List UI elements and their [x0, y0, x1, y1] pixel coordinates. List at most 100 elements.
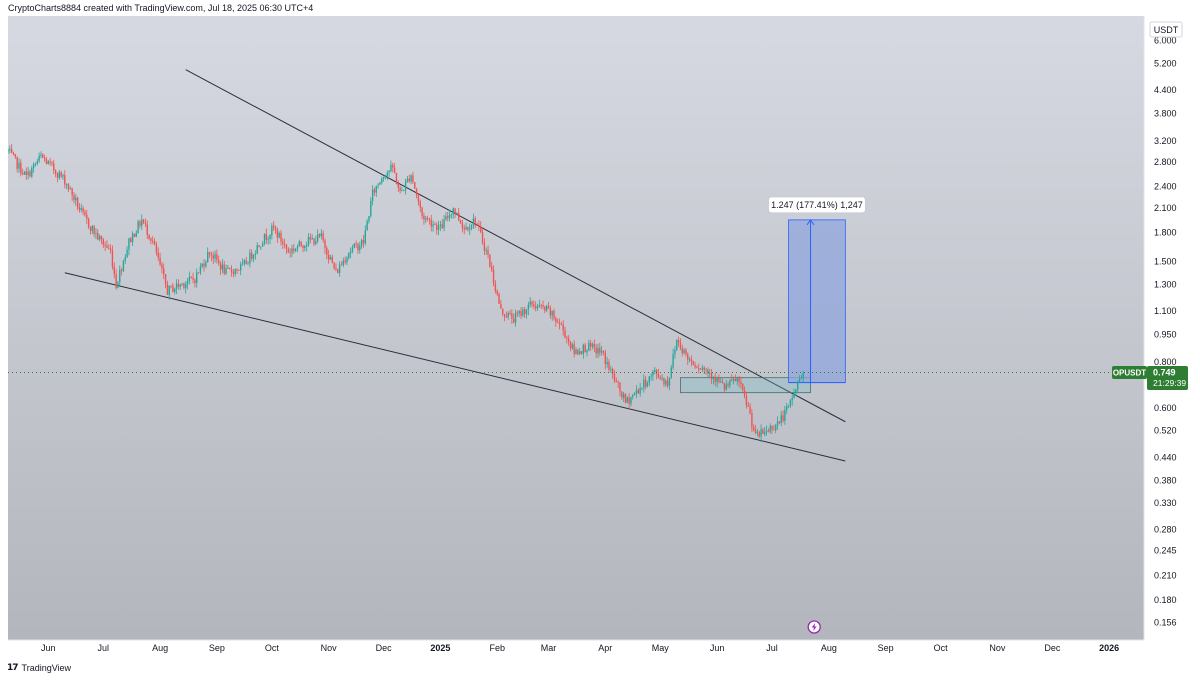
time-tick-label: May — [652, 643, 670, 653]
candle — [148, 234, 150, 241]
candle — [111, 245, 114, 270]
price-axis[interactable] — [1144, 16, 1200, 640]
candle — [95, 228, 97, 240]
candle — [771, 425, 773, 434]
plot-area[interactable] — [7, 69, 1144, 462]
candle — [404, 178, 407, 195]
candle — [274, 225, 277, 234]
candle — [89, 226, 92, 235]
candle — [261, 241, 264, 247]
candle — [505, 311, 508, 318]
drawing-boxes[interactable] — [680, 218, 846, 394]
time-tick-label: Aug — [821, 643, 837, 653]
candle — [432, 220, 434, 232]
candle — [476, 222, 478, 226]
candle — [580, 350, 583, 355]
candle — [688, 356, 691, 363]
candle — [38, 152, 40, 163]
candle — [622, 391, 625, 403]
time-axis-ticks: Jun Jul Aug Sep Oct Nov Dec 2025 Feb Mar Apr May Jun… — [41, 643, 1119, 653]
time-axis[interactable] — [0, 640, 1200, 656]
candle — [558, 318, 561, 330]
candle — [417, 193, 420, 206]
candle — [353, 243, 355, 249]
candle — [120, 267, 123, 276]
candle — [734, 374, 737, 382]
candle — [545, 304, 548, 312]
candle — [106, 240, 108, 249]
candle — [467, 226, 469, 232]
candle — [289, 248, 291, 258]
candle — [230, 265, 233, 277]
candle — [448, 209, 451, 222]
candle — [692, 360, 694, 366]
candle — [635, 384, 638, 399]
candle — [71, 187, 73, 201]
candle — [207, 247, 209, 263]
candle — [115, 269, 117, 290]
time-tick-label: Jun — [41, 643, 56, 653]
candle — [144, 218, 147, 228]
candle — [727, 382, 729, 389]
candle — [767, 428, 770, 433]
candle — [188, 271, 191, 285]
candle — [762, 427, 764, 434]
candle — [9, 145, 11, 154]
candle — [12, 151, 15, 156]
candle — [577, 348, 579, 356]
price-tick-label: 0.280 — [1154, 524, 1177, 534]
candle — [529, 297, 531, 308]
candle — [725, 379, 727, 391]
candle — [146, 220, 148, 240]
candle — [797, 380, 799, 394]
candle — [632, 393, 634, 400]
symbol-price-badge[interactable]: OPUSDT 0.749 21:29:39 — [1112, 365, 1188, 390]
candle — [40, 151, 42, 159]
candle — [721, 377, 724, 384]
candle — [544, 305, 546, 314]
plot-background — [8, 16, 1144, 640]
price-tick-label: 0.180 — [1154, 595, 1177, 605]
candle — [58, 169, 61, 180]
price-tick-label: 0.210 — [1154, 570, 1177, 580]
candle — [302, 244, 304, 253]
candle — [687, 352, 689, 365]
candle — [599, 342, 601, 357]
candle — [14, 153, 17, 160]
candle — [349, 247, 352, 259]
candle — [516, 310, 519, 318]
candle — [324, 238, 326, 254]
target-label[interactable]: 1.247 (177.41%) 1,247 — [767, 196, 866, 214]
candle — [137, 219, 139, 234]
currency-badge[interactable] — [1149, 21, 1183, 38]
candle — [119, 265, 121, 286]
price-tick-label: 0.380 — [1154, 476, 1177, 486]
candle — [738, 375, 740, 388]
tradingview-logo-icon: 17 — [7, 663, 18, 673]
candle — [287, 247, 290, 254]
candle — [384, 174, 387, 180]
candle — [250, 249, 253, 262]
candle — [555, 316, 557, 327]
candle — [172, 282, 174, 293]
candles[interactable] — [7, 144, 804, 443]
flash-icon[interactable] — [807, 620, 821, 634]
trendlines[interactable] — [64, 69, 846, 462]
candle — [742, 383, 744, 392]
candle — [428, 217, 431, 225]
candle — [196, 268, 198, 288]
candle — [661, 374, 663, 382]
candle — [265, 228, 268, 245]
candle — [382, 176, 385, 182]
candle — [507, 311, 509, 320]
candle — [571, 342, 574, 350]
breakout-zone — [680, 377, 811, 394]
time-tick-label: 2026 — [1099, 643, 1119, 653]
tradingview-logo[interactable]: 17 TradingView — [7, 661, 71, 675]
candle — [655, 368, 658, 380]
candle — [25, 167, 28, 180]
candle — [787, 404, 790, 409]
price-tick-label: 0.245 — [1154, 546, 1177, 556]
price-tick-label: 3.800 — [1154, 108, 1177, 118]
